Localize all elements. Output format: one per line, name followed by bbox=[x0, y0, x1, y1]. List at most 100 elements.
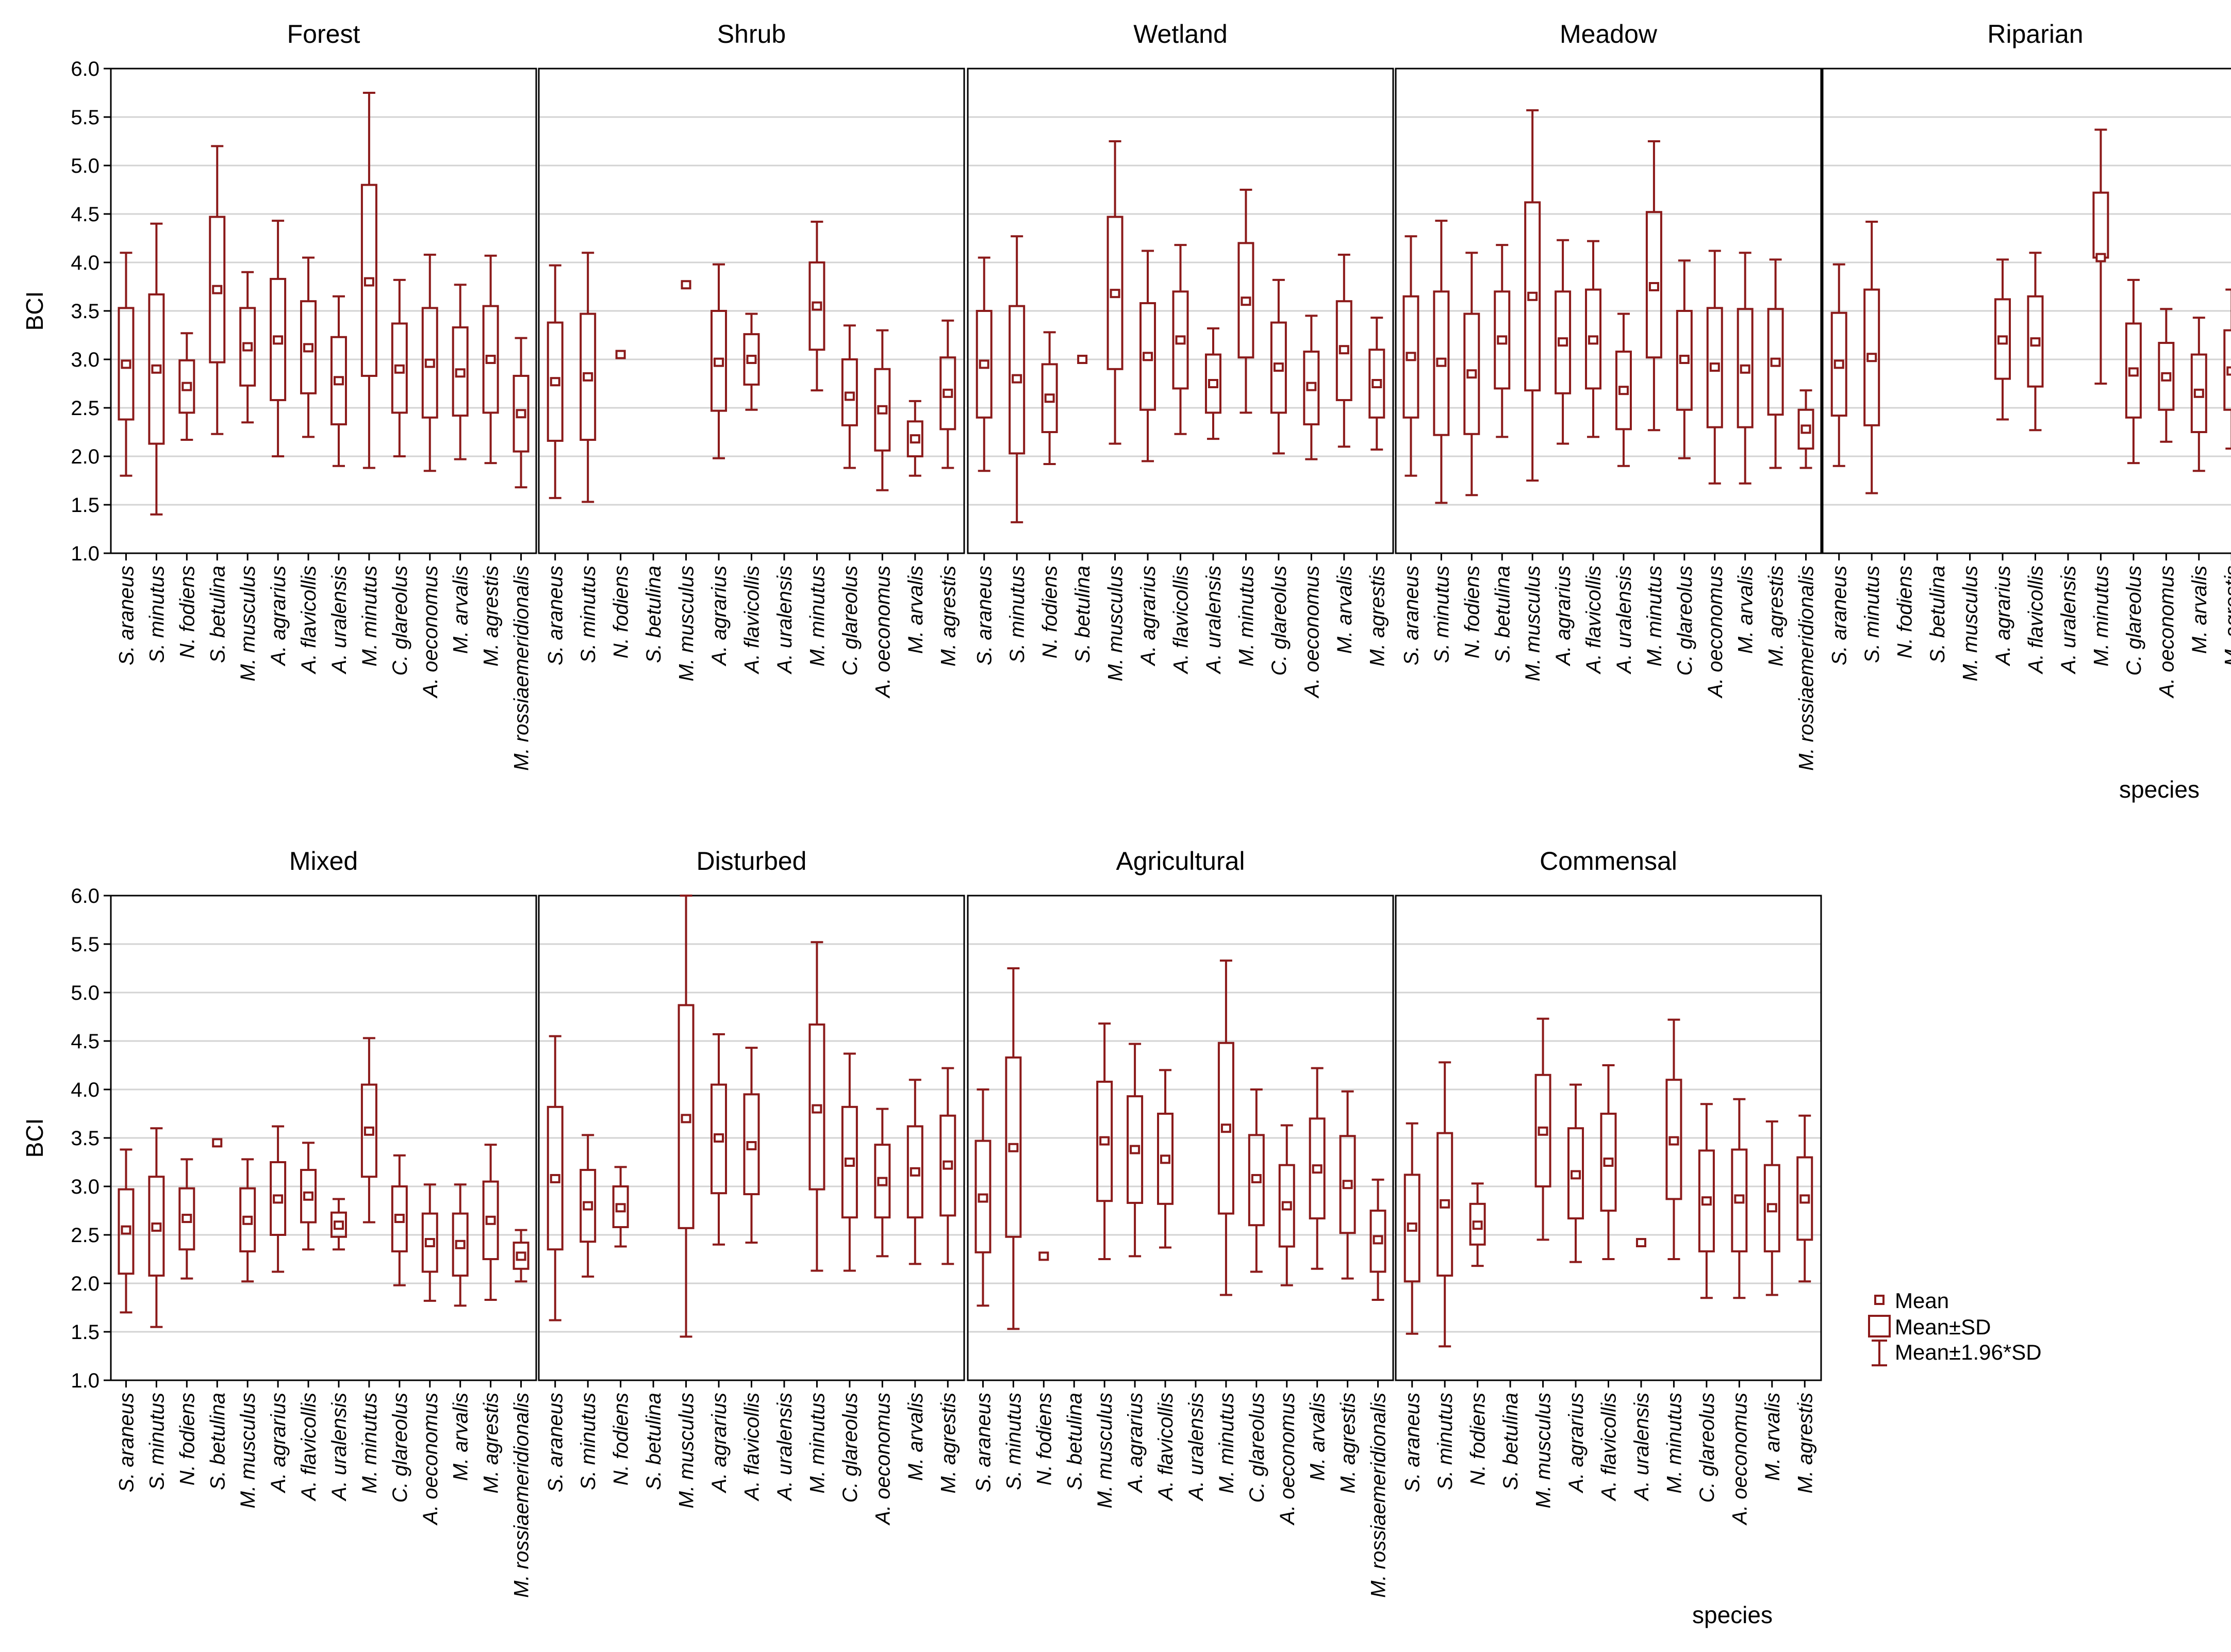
box-m-agrestis bbox=[1368, 317, 1385, 451]
mean-marker bbox=[1273, 362, 1284, 372]
mean-marker bbox=[943, 388, 953, 398]
box-m-rossiaemeridionalis bbox=[513, 1229, 530, 1283]
mean-marker bbox=[1701, 1196, 1712, 1206]
category-label-a-oeconomus: A. oeconomus bbox=[1704, 566, 1727, 699]
category-label-a-oeconomus: A. oeconomus bbox=[419, 1393, 442, 1526]
category-label-m-musculus: M. musculus bbox=[1094, 1393, 1116, 1509]
mean-marker bbox=[1799, 1194, 1810, 1204]
mean-marker bbox=[812, 301, 822, 311]
mean-marker bbox=[1440, 1199, 1450, 1209]
category-label-m-agrestis: M. agrestis bbox=[1765, 566, 1788, 667]
mean-marker bbox=[455, 1240, 466, 1249]
sd-box bbox=[421, 1212, 438, 1273]
box-m-musculus bbox=[681, 280, 691, 290]
mean-marker bbox=[1110, 289, 1120, 299]
category-label-a-uralensis: A. uralensis bbox=[328, 566, 351, 674]
category-label-a-uralensis: A. uralensis bbox=[1630, 1393, 1653, 1501]
category-label-s-araneus: S. araneus bbox=[1400, 566, 1423, 665]
mean-marker bbox=[151, 364, 162, 374]
panel-title: Mixed bbox=[289, 847, 358, 875]
sd-box bbox=[1796, 1156, 1813, 1241]
panels: Forest 1.0 1.5 2.0 2.5 3.0 3.5 4.0 4.5 5.0 5.5 6.0 B… bbox=[21, 20, 2231, 1598]
sd-box bbox=[1041, 363, 1058, 434]
mean-marker bbox=[1527, 291, 1538, 301]
sd-box bbox=[360, 1083, 377, 1178]
box-s-minutus bbox=[1005, 967, 1022, 1330]
category-label-s-araneus: S. araneus bbox=[972, 1393, 995, 1492]
sd-box bbox=[2158, 342, 2175, 411]
sd-box bbox=[1369, 1210, 1386, 1273]
sd-box bbox=[513, 374, 530, 453]
box-n-fodiens bbox=[612, 1166, 629, 1248]
box-m-agrestis bbox=[2223, 288, 2231, 450]
sd-box bbox=[1676, 310, 1693, 411]
mean-marker bbox=[877, 1177, 888, 1186]
box-a-uralensis bbox=[1635, 1238, 1646, 1248]
sd-box bbox=[1665, 1079, 1682, 1200]
category-label-n-fodiens: N. fodiens bbox=[1039, 566, 1062, 658]
category-label-s-araneus: S. araneus bbox=[1828, 566, 1851, 665]
box-a-agrarius bbox=[270, 1125, 287, 1273]
box-m-minutus bbox=[1665, 1018, 1682, 1260]
sd-box bbox=[1615, 350, 1632, 431]
y-tick-label: 4.0 bbox=[71, 1079, 100, 1101]
category-label-n-fodiens: N. fodiens bbox=[610, 566, 633, 658]
mean-marker bbox=[2226, 366, 2231, 376]
mean-marker bbox=[1866, 353, 1877, 362]
sd-box bbox=[743, 1093, 760, 1196]
category-label-m-agrestis: M. agrestis bbox=[1337, 1393, 1360, 1494]
box-m-rossiaemeridionalis bbox=[1369, 1178, 1386, 1301]
sd-box bbox=[1706, 307, 1723, 428]
sd-box bbox=[300, 1169, 317, 1224]
mean-marker bbox=[2161, 372, 2172, 382]
sd-box bbox=[1402, 295, 1419, 419]
mean-marker bbox=[1407, 1222, 1417, 1232]
box-m-minutus bbox=[1645, 140, 1662, 432]
sd-box bbox=[1994, 298, 2011, 380]
category-label-m-minutus: M. minutus bbox=[1235, 566, 1258, 667]
y-tick-label: 5.5 bbox=[71, 106, 100, 129]
mean-marker bbox=[978, 1193, 988, 1203]
mean-marker bbox=[485, 1215, 496, 1225]
mean-marker bbox=[1538, 1126, 1548, 1136]
sd-box bbox=[1555, 290, 1572, 394]
sd-box bbox=[976, 310, 993, 419]
box-m-rossiaemeridionalis bbox=[1797, 389, 1814, 469]
mean-marker bbox=[1648, 282, 1659, 291]
sd-box bbox=[391, 1185, 408, 1252]
box-s-minutus bbox=[1009, 235, 1026, 523]
panel-title: Wetland bbox=[1133, 20, 1228, 48]
box-a-flavicollis bbox=[300, 256, 317, 438]
sd-box bbox=[906, 420, 923, 458]
category-label-a-flavicollis: A. flavicollis bbox=[741, 1393, 764, 1501]
category-label-m-arvalis: M. arvalis bbox=[1333, 566, 1356, 654]
panel-agricultural: Agricultural S. araneus S. minutus N. fodie… bbox=[967, 847, 1394, 1598]
box-a-agrarius bbox=[710, 263, 728, 459]
mean-marker bbox=[1635, 1238, 1646, 1248]
box-s-betulina bbox=[212, 1138, 223, 1148]
category-label-m-arvalis: M. arvalis bbox=[450, 566, 472, 654]
sd-box bbox=[391, 322, 408, 414]
category-label-a-agrarius: A. agrarius bbox=[267, 1393, 290, 1493]
category-label-s-betulina: S. betulina bbox=[642, 1393, 665, 1490]
y-axis-label: BCI bbox=[21, 1118, 48, 1158]
category-label-m-arvalis: M. arvalis bbox=[1761, 1393, 1784, 1481]
category-label-a-agrarius: A. agrarius bbox=[1124, 1393, 1147, 1493]
box-a-agrarius bbox=[1139, 250, 1156, 462]
sd-box bbox=[808, 261, 825, 351]
mean-marker bbox=[273, 1194, 284, 1204]
box-c-glareolus bbox=[841, 324, 858, 469]
category-label-n-fodiens: N. fodiens bbox=[176, 566, 199, 658]
mean-marker bbox=[2193, 388, 2204, 398]
category-label-m-arvalis: M. arvalis bbox=[1734, 566, 1757, 654]
panel-title: Agricultural bbox=[1116, 847, 1245, 875]
mean-marker bbox=[1044, 393, 1055, 403]
sd-box bbox=[148, 293, 165, 445]
sd-box bbox=[1600, 1113, 1617, 1212]
sd-box bbox=[1403, 1174, 1420, 1283]
box-m-agrestis bbox=[939, 319, 956, 469]
y-tick-label: 3.0 bbox=[71, 349, 100, 371]
mean-marker bbox=[242, 1215, 253, 1225]
sd-box bbox=[1797, 408, 1814, 450]
category-label-m-musculus: M. musculus bbox=[675, 566, 698, 682]
